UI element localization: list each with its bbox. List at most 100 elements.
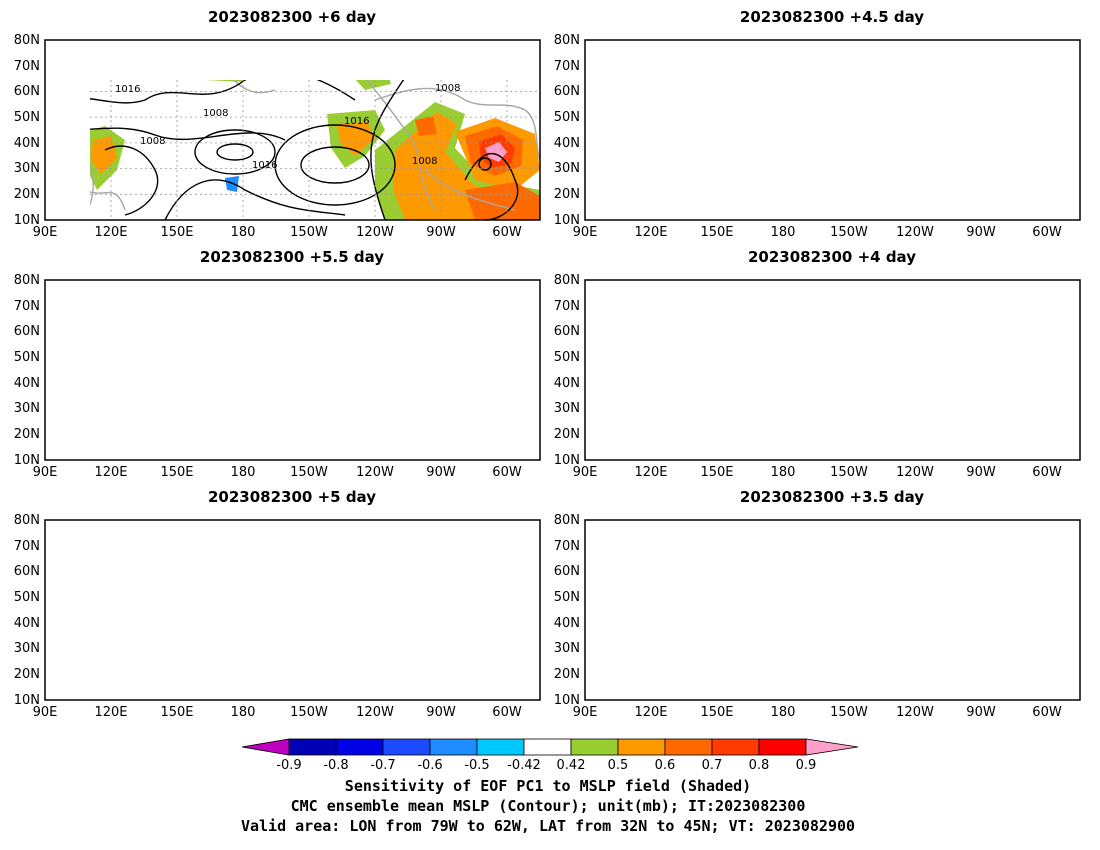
lon-tick: 180 [771, 465, 796, 480]
lat-tick: 20N [14, 427, 40, 442]
contours [45, 526, 539, 700]
lon-tick: 90W [426, 225, 456, 240]
colorbar-swatch [570, 738, 619, 756]
lat-tick: 30N [554, 641, 580, 656]
map-frame [44, 279, 541, 461]
lat-tick: 60N [14, 84, 40, 99]
contour-label: 1000 [989, 83, 1014, 94]
contour-labels: 1008 1016 1016 1008 1016 1008 1008 1000 … [588, 532, 1006, 652]
contour-label: 1016 [258, 656, 283, 667]
contour-label: 1000 [1018, 313, 1043, 324]
contour-label: 1016 [863, 84, 888, 95]
lon-tick: 60W [1032, 705, 1062, 720]
lon-tick: 180 [771, 225, 796, 240]
contour-label: 1016 [985, 132, 1010, 143]
lon-tick: 60W [1032, 465, 1062, 480]
contour-label: 1008 [661, 641, 686, 652]
x-axis: 90E 120E 150E 180 150W 120W 90W 60W [573, 705, 1062, 720]
lat-tick: 70N [14, 59, 40, 74]
colorbar-swatch [617, 738, 666, 756]
panel-title: 2023082300 +3.5 day [740, 488, 924, 506]
contour-label: 1016 [118, 607, 143, 618]
contour-label: 1008 [435, 83, 460, 94]
grid [585, 280, 1080, 460]
panel-title: 2023082300 +4 day [748, 248, 916, 266]
contour-label: 1008 [865, 71, 890, 82]
x-axis: 90E 120E 150E 180 150W 120W 90W 60W [573, 465, 1062, 480]
lon-tick: 150W [290, 705, 328, 720]
lat-tick: 60N [14, 324, 40, 339]
contour-label: 1008 [203, 108, 228, 119]
lat-tick: 20N [14, 667, 40, 682]
lat-tick: 40N [554, 136, 580, 151]
colorbar-label: -0.6 [417, 758, 442, 773]
lat-tick: 70N [554, 59, 580, 74]
colorbar-label: 0.8 [749, 758, 770, 773]
colorbar-label: -0.5 [464, 758, 489, 773]
caption-line: Sensitivity of EOF PC1 to MSLP field (Sh… [345, 777, 751, 795]
contours [585, 526, 1080, 700]
coastlines [585, 290, 1080, 455]
grid [90, 80, 540, 220]
lon-tick: 150E [700, 465, 733, 480]
colorbar-label: 0.5 [608, 758, 629, 773]
lon-tick: 60W [492, 705, 522, 720]
contour-label: 1016 [513, 572, 538, 583]
contour-label: 1000 [451, 315, 476, 326]
contour-label: 1016 [893, 340, 918, 351]
lon-tick: 120E [94, 465, 127, 480]
contour-label: 1016 [735, 125, 760, 136]
lon-tick: 180 [771, 705, 796, 720]
contour-label: 1008 [173, 569, 198, 580]
lat-tick: 30N [14, 401, 40, 416]
y-axis: 10N 20N 30N 40N 50N 60N 70N 80N [14, 33, 40, 228]
contour-label: 1016 [344, 116, 369, 127]
lon-tick: 90E [33, 705, 58, 720]
lat-tick: 20N [554, 427, 580, 442]
contours [90, 80, 519, 221]
lon-tick: 150W [290, 465, 328, 480]
lat-tick: 50N [554, 110, 580, 125]
lon-tick: 90W [966, 225, 996, 240]
lon-tick: 180 [231, 705, 256, 720]
contour-label: 101 [314, 330, 333, 341]
caption-line: Valid area: LON from 79W to 62W, LAT fro… [241, 817, 855, 835]
contour-label: 1008 [108, 388, 133, 399]
x-axis: 90E 120E 150E 180 150W 120W 90W 60W [573, 225, 1062, 240]
lat-tick: 40N [14, 376, 40, 391]
lat-tick: 10N [14, 693, 40, 708]
contour-label: 1008 [705, 89, 730, 100]
shading [729, 280, 1080, 460]
lat-tick: 30N [14, 641, 40, 656]
lon-tick: 120W [356, 465, 394, 480]
coastlines [45, 290, 540, 455]
lon-tick: 120E [94, 705, 127, 720]
colorbar-label: 0.7 [702, 758, 723, 773]
contour-label: 1016 [975, 370, 1000, 381]
panel-0: 2023082300 +6 day [14, 8, 541, 240]
contour-labels: 1008 1016 1008 1016 1016 1000 1016 1008 [635, 309, 1043, 444]
colorbar-swatch [711, 738, 760, 756]
colorbar-low-arrow [241, 738, 290, 756]
lat-tick: 40N [14, 616, 40, 631]
contour-labels: 1008 1016 1008 1016 1016 1008 1000 1016 … [118, 532, 538, 667]
contour-labels: 1008 1016 1008 101 1016 1016 1008 1000 1… [88, 288, 476, 451]
grid [585, 520, 1080, 700]
contour-label: 1016 [252, 160, 277, 171]
lat-tick: 10N [14, 453, 40, 468]
lon-tick: 90E [33, 225, 58, 240]
panel-3: 2023082300 +4 day [554, 248, 1081, 480]
lat-tick: 80N [554, 513, 580, 528]
lat-tick: 20N [554, 667, 580, 682]
colorbar: -0.9 -0.8 -0.7 -0.6 -0.5 -0.42 0.42 0.5 … [241, 738, 859, 773]
lon-tick: 90E [573, 225, 598, 240]
contour-label: 1008 [802, 351, 827, 362]
colorbar-swatch [335, 738, 384, 756]
y-axis: 10N 20N 30N 40N 50N 60N 70N 80N [554, 33, 580, 228]
lon-tick: 150W [830, 465, 868, 480]
x-axis: 90E 120E 150E 180 150W 120W 90W 60W [33, 465, 522, 480]
contour-label: 1000 [475, 558, 500, 569]
contour-label: 1008 [946, 433, 971, 444]
contour-label: 1016 [718, 612, 743, 623]
